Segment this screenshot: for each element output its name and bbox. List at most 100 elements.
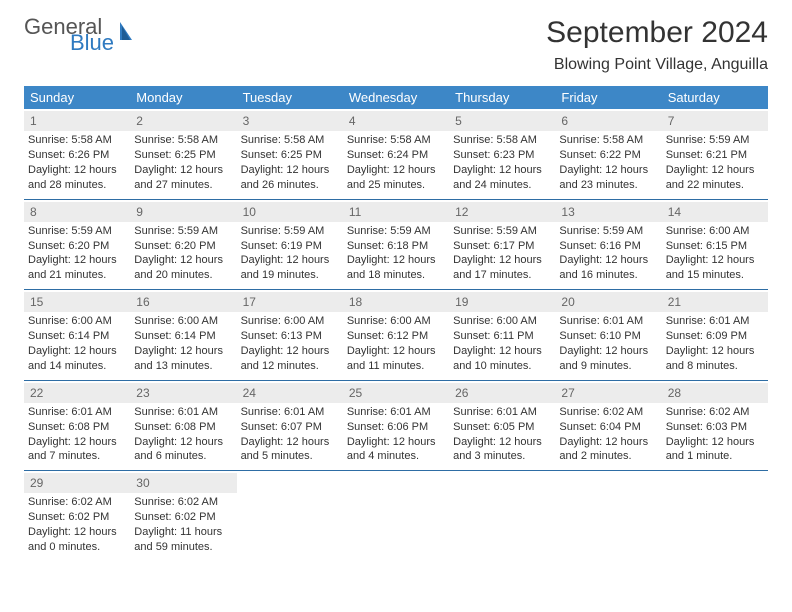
day-cell: 2Sunrise: 5:58 AMSunset: 6:25 PMDaylight… (130, 109, 236, 199)
daylight-line-2: and 1 minute. (666, 449, 764, 464)
sunrise-line: Sunrise: 5:59 AM (241, 224, 339, 239)
day-number: 9 (130, 202, 236, 222)
day-info: Sunrise: 5:58 AMSunset: 6:25 PMDaylight:… (134, 133, 232, 192)
daylight-line-2: and 9 minutes. (559, 359, 657, 374)
sunset-line: Sunset: 6:12 PM (347, 329, 445, 344)
daylight-line-2: and 5 minutes. (241, 449, 339, 464)
daylight-line-1: Daylight: 12 hours (134, 344, 232, 359)
sunrise-line: Sunrise: 6:01 AM (134, 405, 232, 420)
daylight-line-2: and 13 minutes. (134, 359, 232, 374)
day-cell: 21Sunrise: 6:01 AMSunset: 6:09 PMDayligh… (662, 290, 768, 380)
dow-fri: Friday (555, 86, 661, 109)
sunrise-line: Sunrise: 5:59 AM (28, 224, 126, 239)
daylight-line-1: Daylight: 12 hours (134, 435, 232, 450)
sunset-line: Sunset: 6:20 PM (134, 239, 232, 254)
day-info: Sunrise: 6:02 AMSunset: 6:02 PMDaylight:… (28, 495, 126, 554)
sunset-line: Sunset: 6:14 PM (134, 329, 232, 344)
day-cell (343, 471, 449, 561)
sunset-line: Sunset: 6:08 PM (134, 420, 232, 435)
sunset-line: Sunset: 6:16 PM (559, 239, 657, 254)
sunset-line: Sunset: 6:03 PM (666, 420, 764, 435)
sunset-line: Sunset: 6:02 PM (134, 510, 232, 525)
day-number: 1 (24, 111, 130, 131)
day-number: 4 (343, 111, 449, 131)
day-number: 23 (130, 383, 236, 403)
dow-wed: Wednesday (343, 86, 449, 109)
sunset-line: Sunset: 6:19 PM (241, 239, 339, 254)
sunset-line: Sunset: 6:08 PM (28, 420, 126, 435)
sunrise-line: Sunrise: 6:00 AM (666, 224, 764, 239)
daylight-line-2: and 20 minutes. (134, 268, 232, 283)
day-number: 6 (555, 111, 661, 131)
day-cell: 12Sunrise: 5:59 AMSunset: 6:17 PMDayligh… (449, 200, 555, 290)
day-info: Sunrise: 5:58 AMSunset: 6:22 PMDaylight:… (559, 133, 657, 192)
dow-mon: Monday (130, 86, 236, 109)
daylight-line-2: and 19 minutes. (241, 268, 339, 283)
sunrise-line: Sunrise: 6:00 AM (347, 314, 445, 329)
day-number: 16 (130, 292, 236, 312)
sunset-line: Sunset: 6:24 PM (347, 148, 445, 163)
sunrise-line: Sunrise: 5:59 AM (453, 224, 551, 239)
day-cell (662, 471, 768, 561)
daylight-line-2: and 27 minutes. (134, 178, 232, 193)
day-cell: 9Sunrise: 5:59 AMSunset: 6:20 PMDaylight… (130, 200, 236, 290)
daylight-line-1: Daylight: 12 hours (559, 253, 657, 268)
day-info: Sunrise: 5:59 AMSunset: 6:21 PMDaylight:… (666, 133, 764, 192)
title-block: September 2024 Blowing Point Village, An… (546, 16, 768, 74)
daylight-line-1: Daylight: 12 hours (559, 344, 657, 359)
daylight-line-2: and 17 minutes. (453, 268, 551, 283)
day-info: Sunrise: 6:00 AMSunset: 6:11 PMDaylight:… (453, 314, 551, 373)
day-number: 7 (662, 111, 768, 131)
day-cell: 25Sunrise: 6:01 AMSunset: 6:06 PMDayligh… (343, 381, 449, 471)
sunset-line: Sunset: 6:15 PM (666, 239, 764, 254)
day-cell: 18Sunrise: 6:00 AMSunset: 6:12 PMDayligh… (343, 290, 449, 380)
daylight-line-1: Daylight: 12 hours (28, 163, 126, 178)
day-number: 26 (449, 383, 555, 403)
day-number: 13 (555, 202, 661, 222)
daylight-line-2: and 18 minutes. (347, 268, 445, 283)
day-cell: 16Sunrise: 6:00 AMSunset: 6:14 PMDayligh… (130, 290, 236, 380)
day-cell (449, 471, 555, 561)
daylight-line-2: and 21 minutes. (28, 268, 126, 283)
day-number: 29 (24, 473, 130, 493)
daylight-line-2: and 22 minutes. (666, 178, 764, 193)
daylight-line-2: and 2 minutes. (559, 449, 657, 464)
sail-icon (118, 20, 138, 47)
day-cell: 15Sunrise: 6:00 AMSunset: 6:14 PMDayligh… (24, 290, 130, 380)
sunrise-line: Sunrise: 6:00 AM (453, 314, 551, 329)
day-number: 18 (343, 292, 449, 312)
week-row: 29Sunrise: 6:02 AMSunset: 6:02 PMDayligh… (24, 470, 768, 561)
sunrise-line: Sunrise: 5:58 AM (134, 133, 232, 148)
logo-text-2: Blue (70, 32, 114, 54)
day-info: Sunrise: 5:59 AMSunset: 6:20 PMDaylight:… (134, 224, 232, 283)
day-number: 25 (343, 383, 449, 403)
day-cell (237, 471, 343, 561)
day-cell: 6Sunrise: 5:58 AMSunset: 6:22 PMDaylight… (555, 109, 661, 199)
day-number: 8 (24, 202, 130, 222)
daylight-line-2: and 16 minutes. (559, 268, 657, 283)
daylight-line-1: Daylight: 12 hours (666, 163, 764, 178)
dow-sat: Saturday (662, 86, 768, 109)
daylight-line-1: Daylight: 12 hours (453, 435, 551, 450)
daylight-line-1: Daylight: 12 hours (666, 435, 764, 450)
daylight-line-2: and 6 minutes. (134, 449, 232, 464)
daylight-line-2: and 4 minutes. (347, 449, 445, 464)
week-row: 15Sunrise: 6:00 AMSunset: 6:14 PMDayligh… (24, 289, 768, 380)
day-info: Sunrise: 6:01 AMSunset: 6:08 PMDaylight:… (134, 405, 232, 464)
sunrise-line: Sunrise: 5:59 AM (666, 133, 764, 148)
day-info: Sunrise: 5:58 AMSunset: 6:23 PMDaylight:… (453, 133, 551, 192)
sunrise-line: Sunrise: 5:58 AM (241, 133, 339, 148)
sunrise-line: Sunrise: 5:59 AM (559, 224, 657, 239)
daylight-line-1: Daylight: 12 hours (241, 435, 339, 450)
daylight-line-2: and 0 minutes. (28, 540, 126, 555)
daylight-line-1: Daylight: 12 hours (347, 344, 445, 359)
day-info: Sunrise: 6:00 AMSunset: 6:12 PMDaylight:… (347, 314, 445, 373)
day-info: Sunrise: 6:02 AMSunset: 6:03 PMDaylight:… (666, 405, 764, 464)
daylight-line-2: and 26 minutes. (241, 178, 339, 193)
daylight-line-1: Daylight: 12 hours (28, 435, 126, 450)
logo-text: General Blue (24, 16, 114, 54)
sunrise-line: Sunrise: 6:02 AM (28, 495, 126, 510)
daylight-line-1: Daylight: 12 hours (559, 163, 657, 178)
sunset-line: Sunset: 6:11 PM (453, 329, 551, 344)
daylight-line-2: and 15 minutes. (666, 268, 764, 283)
